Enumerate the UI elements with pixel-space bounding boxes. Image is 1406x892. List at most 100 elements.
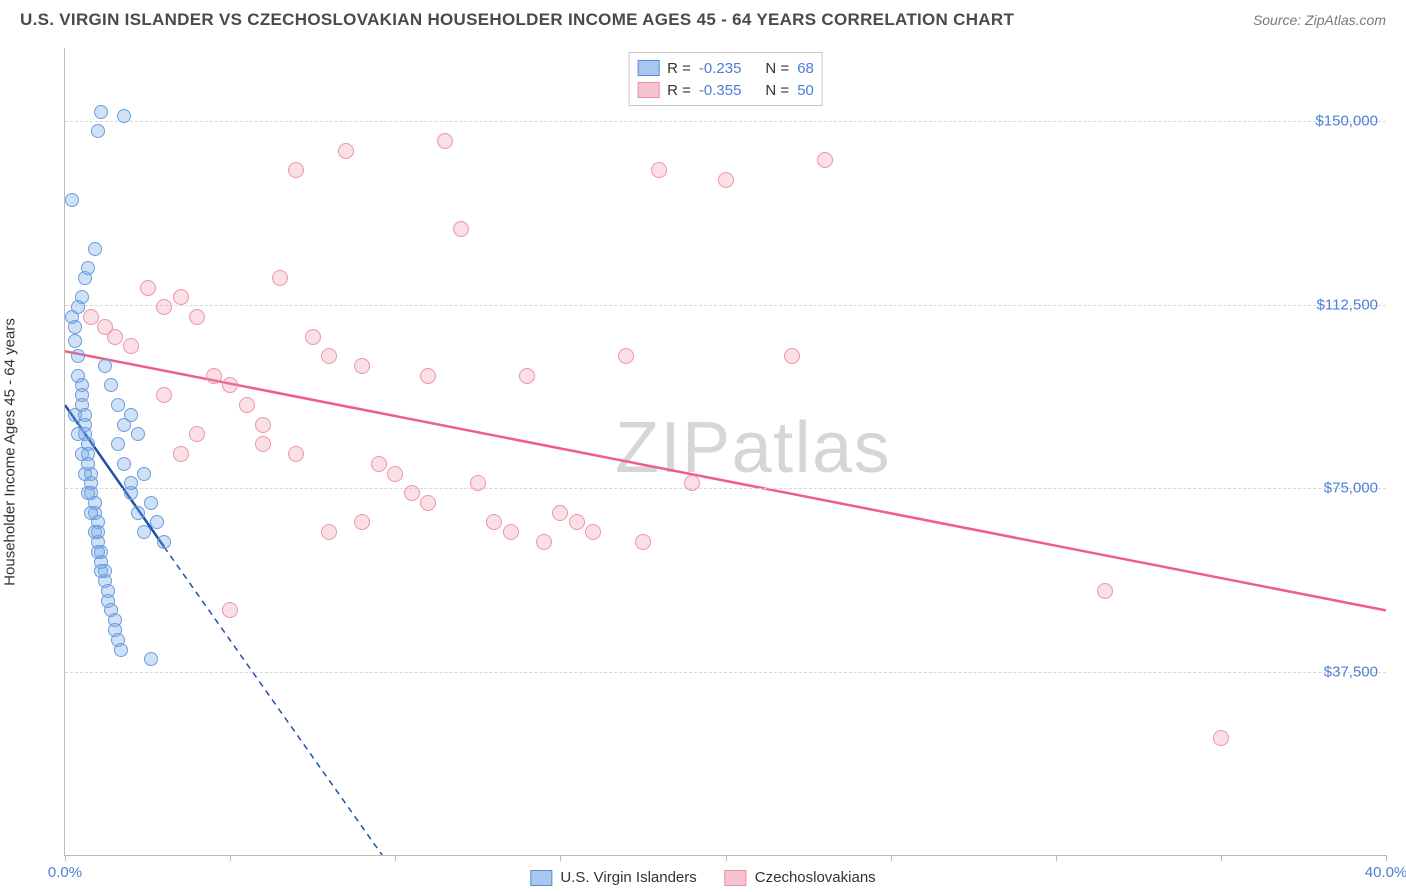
legend-swatch xyxy=(530,870,552,886)
data-point xyxy=(68,320,82,334)
data-point xyxy=(117,109,131,123)
data-point xyxy=(404,485,420,501)
data-point xyxy=(124,476,138,490)
data-point xyxy=(651,162,667,178)
n-value: 50 xyxy=(797,82,814,99)
data-point xyxy=(222,602,238,618)
data-point xyxy=(718,172,734,188)
data-point xyxy=(321,524,337,540)
y-tick-label: $112,500 xyxy=(1317,296,1378,313)
data-point xyxy=(157,535,171,549)
data-point xyxy=(88,525,102,539)
r-label: R = xyxy=(667,82,691,99)
data-point xyxy=(420,495,436,511)
page-title: U.S. VIRGIN ISLANDER VS CZECHOSLOVAKIAN … xyxy=(20,10,1014,30)
data-point xyxy=(305,329,321,345)
data-point xyxy=(111,437,125,451)
data-point xyxy=(552,505,568,521)
data-point xyxy=(131,427,145,441)
data-point xyxy=(503,524,519,540)
y-tick-label: $37,500 xyxy=(1324,663,1378,680)
data-point xyxy=(255,436,271,452)
data-point xyxy=(470,475,486,491)
data-point xyxy=(536,534,552,550)
n-label: N = xyxy=(765,60,789,77)
data-point xyxy=(354,514,370,530)
data-point xyxy=(173,446,189,462)
legend-row: R = -0.235 N = 68 xyxy=(637,57,814,79)
data-point xyxy=(453,221,469,237)
data-point xyxy=(75,290,89,304)
grid-line xyxy=(65,672,1386,673)
data-point xyxy=(104,378,118,392)
data-point xyxy=(84,506,98,520)
x-tick xyxy=(1221,855,1222,861)
data-point xyxy=(1213,730,1229,746)
grid-line xyxy=(65,488,1386,489)
data-point xyxy=(98,359,112,373)
x-tick xyxy=(726,855,727,861)
y-tick-label: $75,000 xyxy=(1324,480,1378,497)
data-point xyxy=(68,408,82,422)
data-point xyxy=(255,417,271,433)
legend-swatch xyxy=(637,82,659,98)
data-point xyxy=(156,299,172,315)
data-point xyxy=(784,348,800,364)
x-tick-label: 40.0% xyxy=(1365,864,1406,881)
data-point xyxy=(156,387,172,403)
y-tick-label: $150,000 xyxy=(1315,113,1378,130)
data-point xyxy=(65,193,79,207)
legend-item: U.S. Virgin Islanders xyxy=(530,869,696,886)
x-tick xyxy=(560,855,561,861)
data-point xyxy=(137,525,151,539)
r-value: -0.235 xyxy=(699,60,742,77)
data-point xyxy=(144,652,158,666)
data-point xyxy=(107,329,123,345)
data-point xyxy=(91,124,105,138)
data-point xyxy=(144,496,158,510)
data-point xyxy=(189,426,205,442)
data-point xyxy=(288,162,304,178)
data-point xyxy=(585,524,601,540)
data-point xyxy=(68,334,82,348)
legend-swatch xyxy=(637,60,659,76)
data-point xyxy=(71,349,85,363)
data-point xyxy=(1097,583,1113,599)
plot-area: ZIPatlas R = -0.235 N = 68 R = -0.355 N … xyxy=(64,48,1386,856)
data-point xyxy=(272,270,288,286)
data-point xyxy=(387,466,403,482)
data-point xyxy=(519,368,535,384)
data-point xyxy=(354,358,370,374)
n-value: 68 xyxy=(797,60,814,77)
data-point xyxy=(288,446,304,462)
data-point xyxy=(88,242,102,256)
data-point xyxy=(338,143,354,159)
data-point xyxy=(684,475,700,491)
correlation-legend: R = -0.235 N = 68 R = -0.355 N = 50 xyxy=(628,52,823,106)
data-point xyxy=(94,564,108,578)
data-point xyxy=(123,338,139,354)
data-point xyxy=(635,534,651,550)
data-point xyxy=(81,486,95,500)
data-point xyxy=(817,152,833,168)
r-label: R = xyxy=(667,60,691,77)
data-point xyxy=(117,457,131,471)
data-point xyxy=(140,280,156,296)
series-legend: U.S. Virgin Islanders Czechoslovakians xyxy=(530,869,875,886)
grid-line xyxy=(65,121,1386,122)
data-point xyxy=(94,105,108,119)
data-point xyxy=(111,398,125,412)
data-point xyxy=(114,643,128,657)
data-point xyxy=(206,368,222,384)
data-point xyxy=(239,397,255,413)
legend-label: Czechoslovakians xyxy=(755,869,876,886)
data-point xyxy=(117,418,131,432)
x-tick xyxy=(1056,855,1057,861)
data-point xyxy=(131,506,145,520)
data-point xyxy=(81,261,95,275)
r-value: -0.355 xyxy=(699,82,742,99)
x-tick xyxy=(395,855,396,861)
data-point xyxy=(321,348,337,364)
y-axis-label: Householder Income Ages 45 - 64 years xyxy=(2,318,19,586)
data-point xyxy=(75,447,89,461)
